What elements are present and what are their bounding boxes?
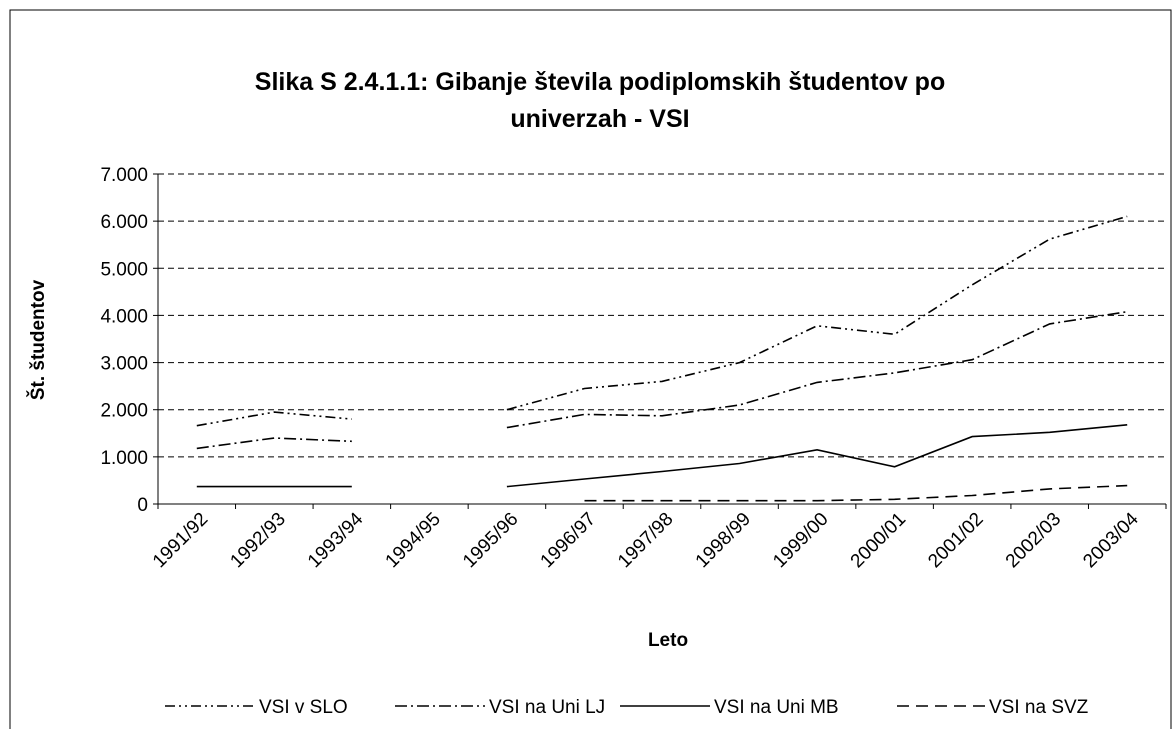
- y-tick-label: 4.000: [100, 306, 148, 327]
- y-tick-label: 1.000: [100, 448, 148, 469]
- x-tick-label: 1991/92: [149, 509, 212, 572]
- x-tick-label: 1992/93: [226, 509, 289, 572]
- y-axis-label: Št. študentov: [27, 279, 49, 400]
- legend-label: VSI na SVZ: [989, 697, 1089, 718]
- y-tick-label: 6.000: [100, 212, 148, 233]
- x-tick-label: 1998/99: [692, 509, 755, 572]
- chart-frame: [9, 9, 1172, 729]
- series-line: [584, 484, 1128, 502]
- series-line: [196, 310, 1128, 450]
- legend-label: VSI na Uni MB: [714, 697, 839, 718]
- x-tick-label: 1994/95: [382, 509, 445, 572]
- x-tick-label: 2000/01: [847, 509, 910, 572]
- x-tick-label: 1997/98: [614, 509, 677, 572]
- x-tick-label: 2002/03: [1002, 509, 1065, 572]
- x-tick-label: 2001/02: [924, 509, 987, 572]
- x-tick-label: 1996/97: [537, 509, 600, 572]
- y-tick-label: 3.000: [100, 354, 148, 375]
- x-tick-label: 1995/96: [459, 509, 522, 572]
- series-line: [196, 215, 1128, 427]
- chart-title: Slika S 2.4.1.1: Gibanje števila podiplo…: [255, 68, 945, 96]
- series-line: [196, 424, 1128, 488]
- chart-title: univerzah - VSI: [510, 105, 689, 133]
- x-tick-label: 2003/04: [1079, 508, 1143, 572]
- x-tick-label: 1993/94: [304, 508, 368, 572]
- x-tick-label: 1999/00: [769, 509, 832, 572]
- y-tick-label: 2.000: [100, 401, 148, 422]
- legend-label: VSI v SLO: [259, 697, 348, 718]
- y-tick-label: 5.000: [100, 259, 148, 280]
- y-tick-label: 0: [137, 495, 148, 516]
- y-tick-label: 7.000: [100, 165, 148, 186]
- x-axis-label: Leto: [648, 630, 688, 651]
- legend-label: VSI na Uni LJ: [489, 697, 605, 718]
